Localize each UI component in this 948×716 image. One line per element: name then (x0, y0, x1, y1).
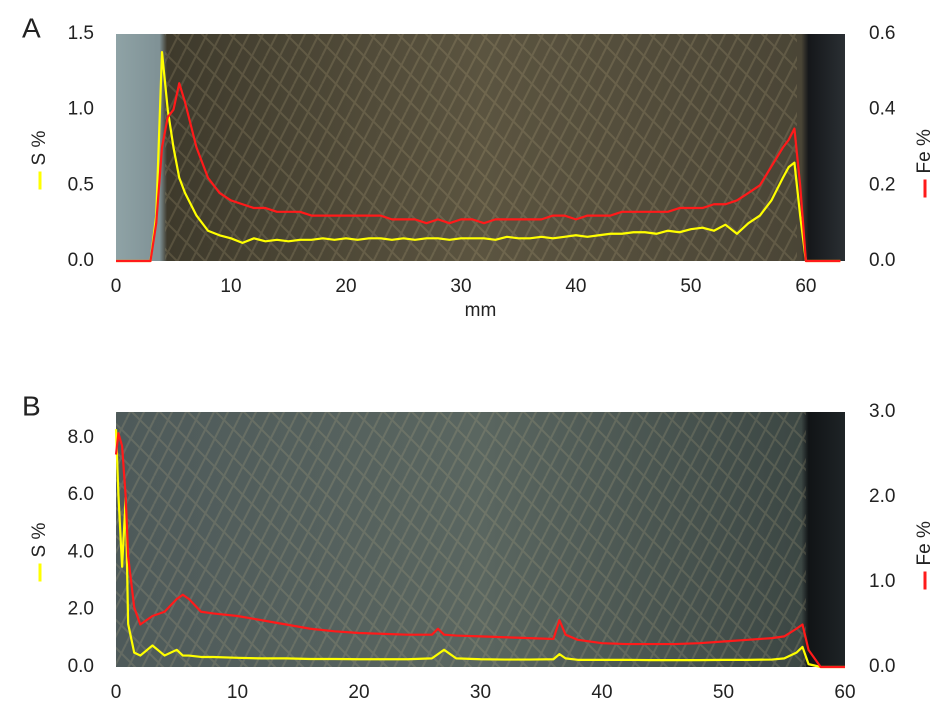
data-line (114, 432, 845, 669)
plot-background (116, 412, 845, 667)
x-tick-label: 20 (335, 276, 356, 297)
y2-tick-label: 0.0 (869, 656, 895, 677)
y2-tick-label: 2.0 (869, 486, 895, 507)
x-tick-label: 60 (834, 682, 855, 703)
y-tick-label: 4.0 (68, 541, 94, 562)
y2-tick-label: 0.4 (869, 99, 896, 120)
y2-tick-label: 0.2 (869, 174, 895, 195)
x-tick-label: 30 (470, 682, 491, 703)
y2-tick-label: 0.0 (869, 250, 895, 271)
y-tick-label: 2.0 (68, 599, 94, 620)
x-tick-label: 0 (111, 276, 122, 297)
data-line (116, 82, 841, 263)
y-tick-label: 0.5 (68, 174, 94, 195)
y2-axis-title: Fe % (914, 521, 935, 565)
data-line (116, 51, 841, 263)
x-tick-label: 40 (591, 682, 612, 703)
data-line (114, 429, 845, 669)
y2-axis-label: Fe % (914, 521, 935, 590)
x-tick-label: 50 (713, 682, 734, 703)
plot-background (116, 34, 845, 261)
y-axis-title: S % (29, 131, 50, 166)
y-tick-label: 8.0 (68, 427, 94, 448)
y-axis-label: S % (29, 131, 50, 190)
panel-label: B (22, 390, 41, 421)
y2-tick-label: 3.0 (869, 401, 895, 422)
x-tick-label: 60 (795, 276, 816, 297)
y-axis-title: S % (29, 523, 50, 558)
panel-label: A (22, 12, 41, 43)
panel: B 0 10 20 30 40 50 60 0.0 2.0 4.0 6.0 8.0 0.0 1.0 2.0 3.… (22, 390, 935, 716)
y2-axis-title: Fe % (914, 129, 935, 173)
x-tick-label: 20 (348, 682, 369, 703)
x-tick-label: 10 (220, 276, 241, 297)
x-tick-label: 0 (111, 682, 122, 703)
y-tick-label: 1.5 (68, 23, 94, 44)
y2-tick-label: 1.0 (869, 571, 895, 592)
y-axis-label: S % (29, 523, 50, 582)
y-tick-label: 0.0 (68, 250, 94, 271)
y-tick-label: 1.0 (68, 99, 94, 120)
panel: A 0 10 20 30 40 50 60 0.0 0.5 1.0 1.5 0.0 0.2 0.4 0.6 mm… (22, 12, 935, 321)
y-tick-label: 6.0 (68, 484, 94, 505)
y2-axis-label: Fe % (914, 129, 935, 198)
y-tick-label: 0.0 (68, 656, 94, 677)
x-tick-label: 40 (565, 276, 586, 297)
y2-tick-label: 0.6 (869, 23, 895, 44)
x-axis-label: mm (465, 706, 497, 711)
x-tick-label: 10 (227, 682, 248, 703)
x-tick-label: 50 (680, 276, 701, 297)
x-tick-label: 30 (450, 276, 471, 297)
x-axis-label: mm (465, 300, 497, 321)
